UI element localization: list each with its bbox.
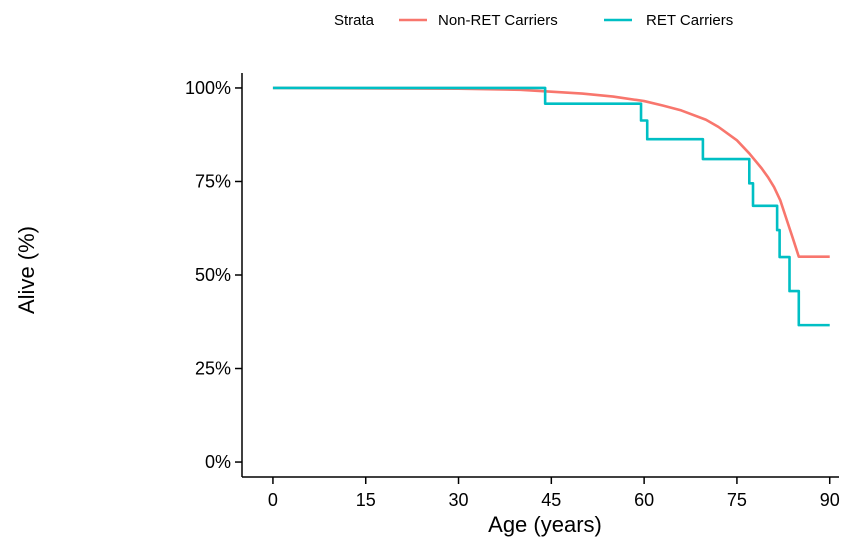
y-tick-label: 25% bbox=[195, 359, 231, 379]
y-tick-label: 100% bbox=[185, 78, 231, 98]
y-ticks: 0% 25% 50% 75% 100% bbox=[185, 78, 242, 472]
x-tick-label: 45 bbox=[541, 490, 561, 510]
x-tick-label: 60 bbox=[634, 490, 654, 510]
x-tick-label: 30 bbox=[449, 490, 469, 510]
x-axis-title: Age (years) bbox=[488, 512, 602, 537]
x-ticks: 0 15 30 45 60 75 90 bbox=[268, 477, 840, 510]
x-tick-label: 75 bbox=[727, 490, 747, 510]
x-tick-label: 0 bbox=[268, 490, 278, 510]
legend: Strata Non-RET Carriers RET Carriers bbox=[334, 12, 733, 29]
legend-title: Strata bbox=[334, 12, 375, 29]
x-tick-label: 15 bbox=[356, 490, 376, 510]
plot-area bbox=[272, 86, 830, 327]
y-tick-label: 0% bbox=[205, 452, 231, 472]
legend-entry-ret: RET Carriers bbox=[646, 12, 733, 29]
legend-entry-non-ret: Non-RET Carriers bbox=[438, 12, 558, 29]
y-axis-title: Alive (%) bbox=[14, 226, 39, 314]
y-tick-label: 50% bbox=[195, 265, 231, 285]
series-line-ret-carriers bbox=[272, 86, 830, 327]
y-tick-label: 75% bbox=[195, 171, 231, 191]
series-line-non-ret-carriers bbox=[272, 86, 830, 258]
x-tick-label: 90 bbox=[820, 490, 840, 510]
